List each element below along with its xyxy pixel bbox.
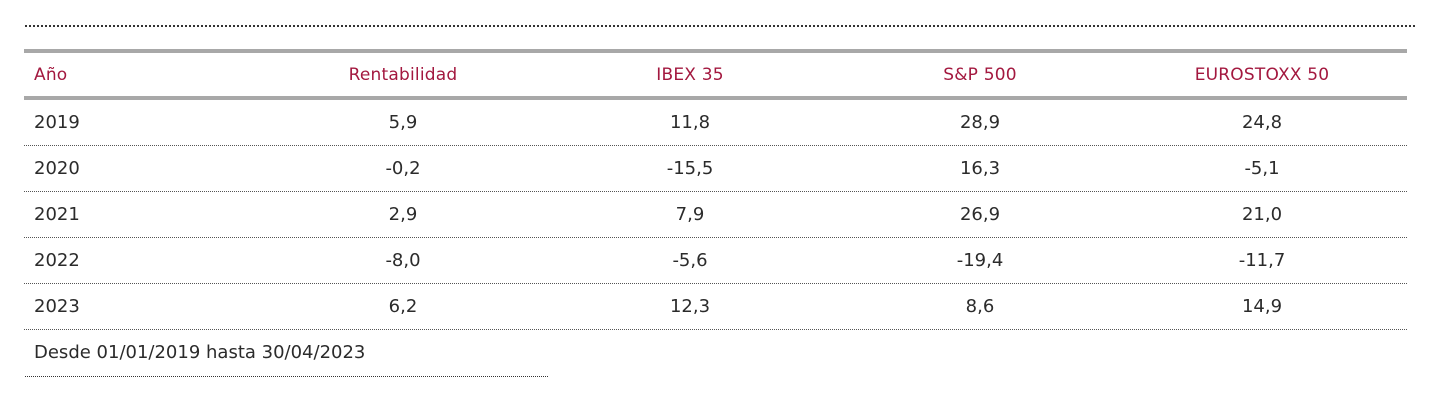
table-row: 2019 5,9 11,8 28,9 24,8 bbox=[24, 100, 1407, 146]
cell-eurostoxx50: -11,7 bbox=[1238, 250, 1286, 271]
cell-eurostoxx50: 14,9 bbox=[1241, 296, 1283, 317]
cell-sp500: 28,9 bbox=[959, 112, 1001, 133]
cell-ibex35: -5,6 bbox=[672, 250, 708, 271]
table-header-row: Año Rentabilidad IBEX 35 S&P 500 EUROSTO… bbox=[24, 53, 1407, 96]
returns-table: Año Rentabilidad IBEX 35 S&P 500 EUROSTO… bbox=[24, 49, 1407, 330]
cell-year: 2023 bbox=[34, 296, 80, 317]
bottom-dotted-divider bbox=[25, 376, 548, 377]
cell-ibex35: 11,8 bbox=[669, 112, 711, 133]
cell-year: 2020 bbox=[34, 158, 80, 179]
cell-sp500: -19,4 bbox=[956, 250, 1004, 271]
table-row: 2022 -8,0 -5,6 -19,4 -11,7 bbox=[24, 238, 1407, 284]
header-top-rule bbox=[24, 49, 1407, 53]
cell-sp500: 26,9 bbox=[959, 204, 1001, 225]
cell-rentabilidad: 2,9 bbox=[388, 204, 418, 225]
cell-eurostoxx50: 24,8 bbox=[1241, 112, 1283, 133]
date-range-note: Desde 01/01/2019 hasta 30/04/2023 bbox=[34, 342, 366, 363]
cell-sp500: 16,3 bbox=[959, 158, 1001, 179]
table-row: 2020 -0,2 -15,5 16,3 -5,1 bbox=[24, 146, 1407, 192]
header-ibex35: IBEX 35 bbox=[656, 64, 724, 85]
table-row: 2023 6,2 12,3 8,6 14,9 bbox=[24, 284, 1407, 330]
cell-eurostoxx50: 21,0 bbox=[1241, 204, 1283, 225]
header-sp500: S&P 500 bbox=[943, 64, 1017, 85]
header-bottom-rule bbox=[24, 96, 1407, 100]
cell-year: 2022 bbox=[34, 250, 80, 271]
cell-sp500: 8,6 bbox=[965, 296, 995, 317]
cell-rentabilidad: -0,2 bbox=[385, 158, 421, 179]
cell-year: 2021 bbox=[34, 204, 80, 225]
cell-eurostoxx50: -5,1 bbox=[1244, 158, 1280, 179]
header-year: Año bbox=[34, 64, 68, 85]
cell-ibex35: 7,9 bbox=[675, 204, 705, 225]
table-body: 2019 5,9 11,8 28,9 24,8 2020 -0,2 -15,5 16,3 -5,1… bbox=[24, 100, 1407, 330]
cell-rentabilidad: 5,9 bbox=[388, 112, 418, 133]
header-rentabilidad: Rentabilidad bbox=[348, 64, 458, 85]
table-row: 2021 2,9 7,9 26,9 21,0 bbox=[24, 192, 1407, 238]
header-eurostoxx50: EUROSTOXX 50 bbox=[1194, 64, 1330, 85]
top-dotted-divider bbox=[25, 25, 1415, 27]
cell-ibex35: -15,5 bbox=[666, 158, 714, 179]
cell-rentabilidad: 6,2 bbox=[388, 296, 418, 317]
cell-year: 2019 bbox=[34, 112, 80, 133]
cell-ibex35: 12,3 bbox=[669, 296, 711, 317]
cell-rentabilidad: -8,0 bbox=[385, 250, 421, 271]
